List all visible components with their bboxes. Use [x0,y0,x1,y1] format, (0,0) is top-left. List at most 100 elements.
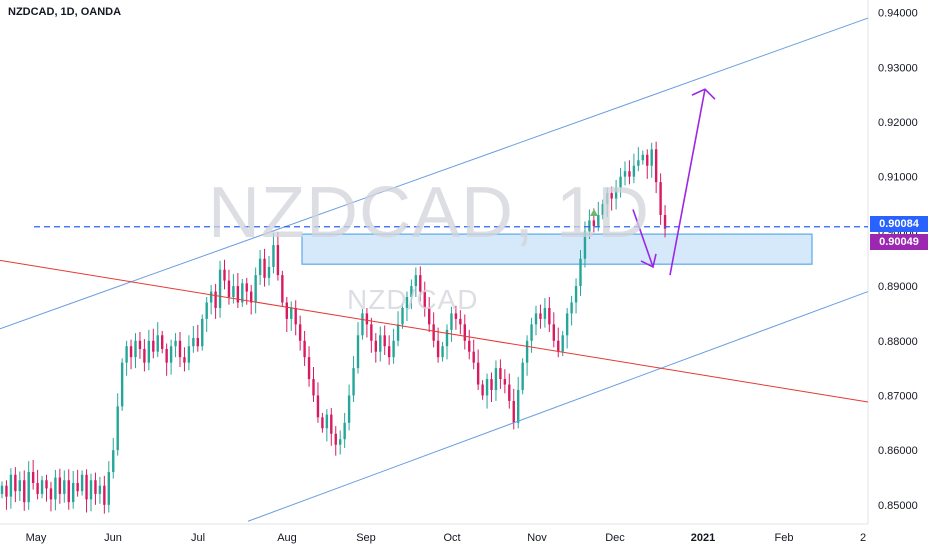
candle-body [156,335,159,352]
candle-body [387,346,391,358]
candle-body [463,324,466,341]
candle-body [601,204,604,215]
candle-body [343,422,346,440]
candle-body [610,193,613,199]
candle-body [481,384,484,396]
x-tick-label: Feb [775,532,794,544]
candle-body [441,346,444,358]
candle-body [565,313,569,336]
y-tick-label: 0.87000 [878,390,918,402]
candle-body [419,275,422,292]
candle-body [330,414,333,434]
candle-body [414,275,418,287]
candle-body [254,275,257,303]
candle-body [125,346,128,363]
x-tick-label: Jun [104,532,122,544]
candle-body [401,307,404,325]
candle-body [178,340,182,358]
candle-body [112,450,115,473]
candle-body [45,480,48,489]
candle-body [214,291,217,308]
y-tick-label: 0.93000 [878,62,918,74]
candle-body [232,286,235,298]
candle-body [205,302,208,319]
candle-body [485,379,489,396]
candle-body [14,474,17,492]
candle-body [18,480,21,492]
candle-body [646,154,649,166]
candle-body [410,286,413,298]
price-label-current: 0.90084 [870,216,928,232]
candle-body [76,482,79,492]
x-tick-label: Aug [277,532,297,544]
candle-body [356,335,360,369]
candle-body [143,348,146,363]
x-tick-label: Sep [356,532,376,544]
y-tick-label: 0.94000 [878,8,918,20]
candle-body [454,313,458,319]
candle-body [490,379,493,390]
candle-body [588,220,591,232]
candle-body [165,348,168,363]
candle-body [530,324,533,341]
candle-body [107,472,110,505]
candle-body [597,214,600,226]
candle-body [281,275,284,303]
x-tick-label: 2021 [691,532,715,544]
candle-body [637,160,640,166]
candle-body [58,477,62,494]
candle-body [218,269,222,308]
y-tick-label: 0.91000 [878,172,918,184]
candle-body [0,485,4,494]
candle-body [174,340,177,347]
candle-body [85,474,88,500]
up-arrow-head [691,88,716,100]
candle-body [161,335,164,349]
candle-body [209,291,213,303]
candle-body [379,335,382,352]
candle-body [49,488,53,500]
candle-body [614,187,618,199]
down-arrow-shaft [632,209,654,268]
candle-body [250,291,253,303]
candle-body [570,302,573,314]
candle-body [227,280,231,298]
candle-body [258,258,262,276]
candle-body [472,351,475,363]
candle-body [276,245,280,276]
candle-body [196,338,199,347]
candle-body [40,480,44,494]
candle-body [134,340,137,358]
candle-body [579,258,582,287]
up-arrow-shaft [669,89,706,276]
candle-body [5,485,8,497]
y-tick-label: 0.88000 [878,336,918,348]
candle-body [187,346,191,363]
candle-body [583,231,587,259]
candle-body [352,368,355,396]
candle-body [285,302,288,319]
candle-body [272,245,275,267]
candle-body [374,340,377,352]
candle-body [619,176,622,188]
candle-body [423,291,426,308]
candle-body [396,324,400,341]
candle-body [663,214,667,229]
candle-body [494,368,498,390]
x-tick-label: Dec [605,532,625,544]
candle-body [325,414,329,429]
candle-body [534,313,538,325]
candle-body [54,477,57,500]
candle-body [361,313,364,336]
price-label-target: 0.90049 [870,234,928,250]
candle-body [116,406,119,451]
candle-body [263,258,266,278]
down-arrow-head [640,253,657,269]
candle-body [236,286,240,303]
candle-body [503,379,507,385]
channel-lower-line [247,291,869,522]
candle-body [347,395,351,423]
candle-body [499,368,502,380]
candle-body [169,346,173,363]
